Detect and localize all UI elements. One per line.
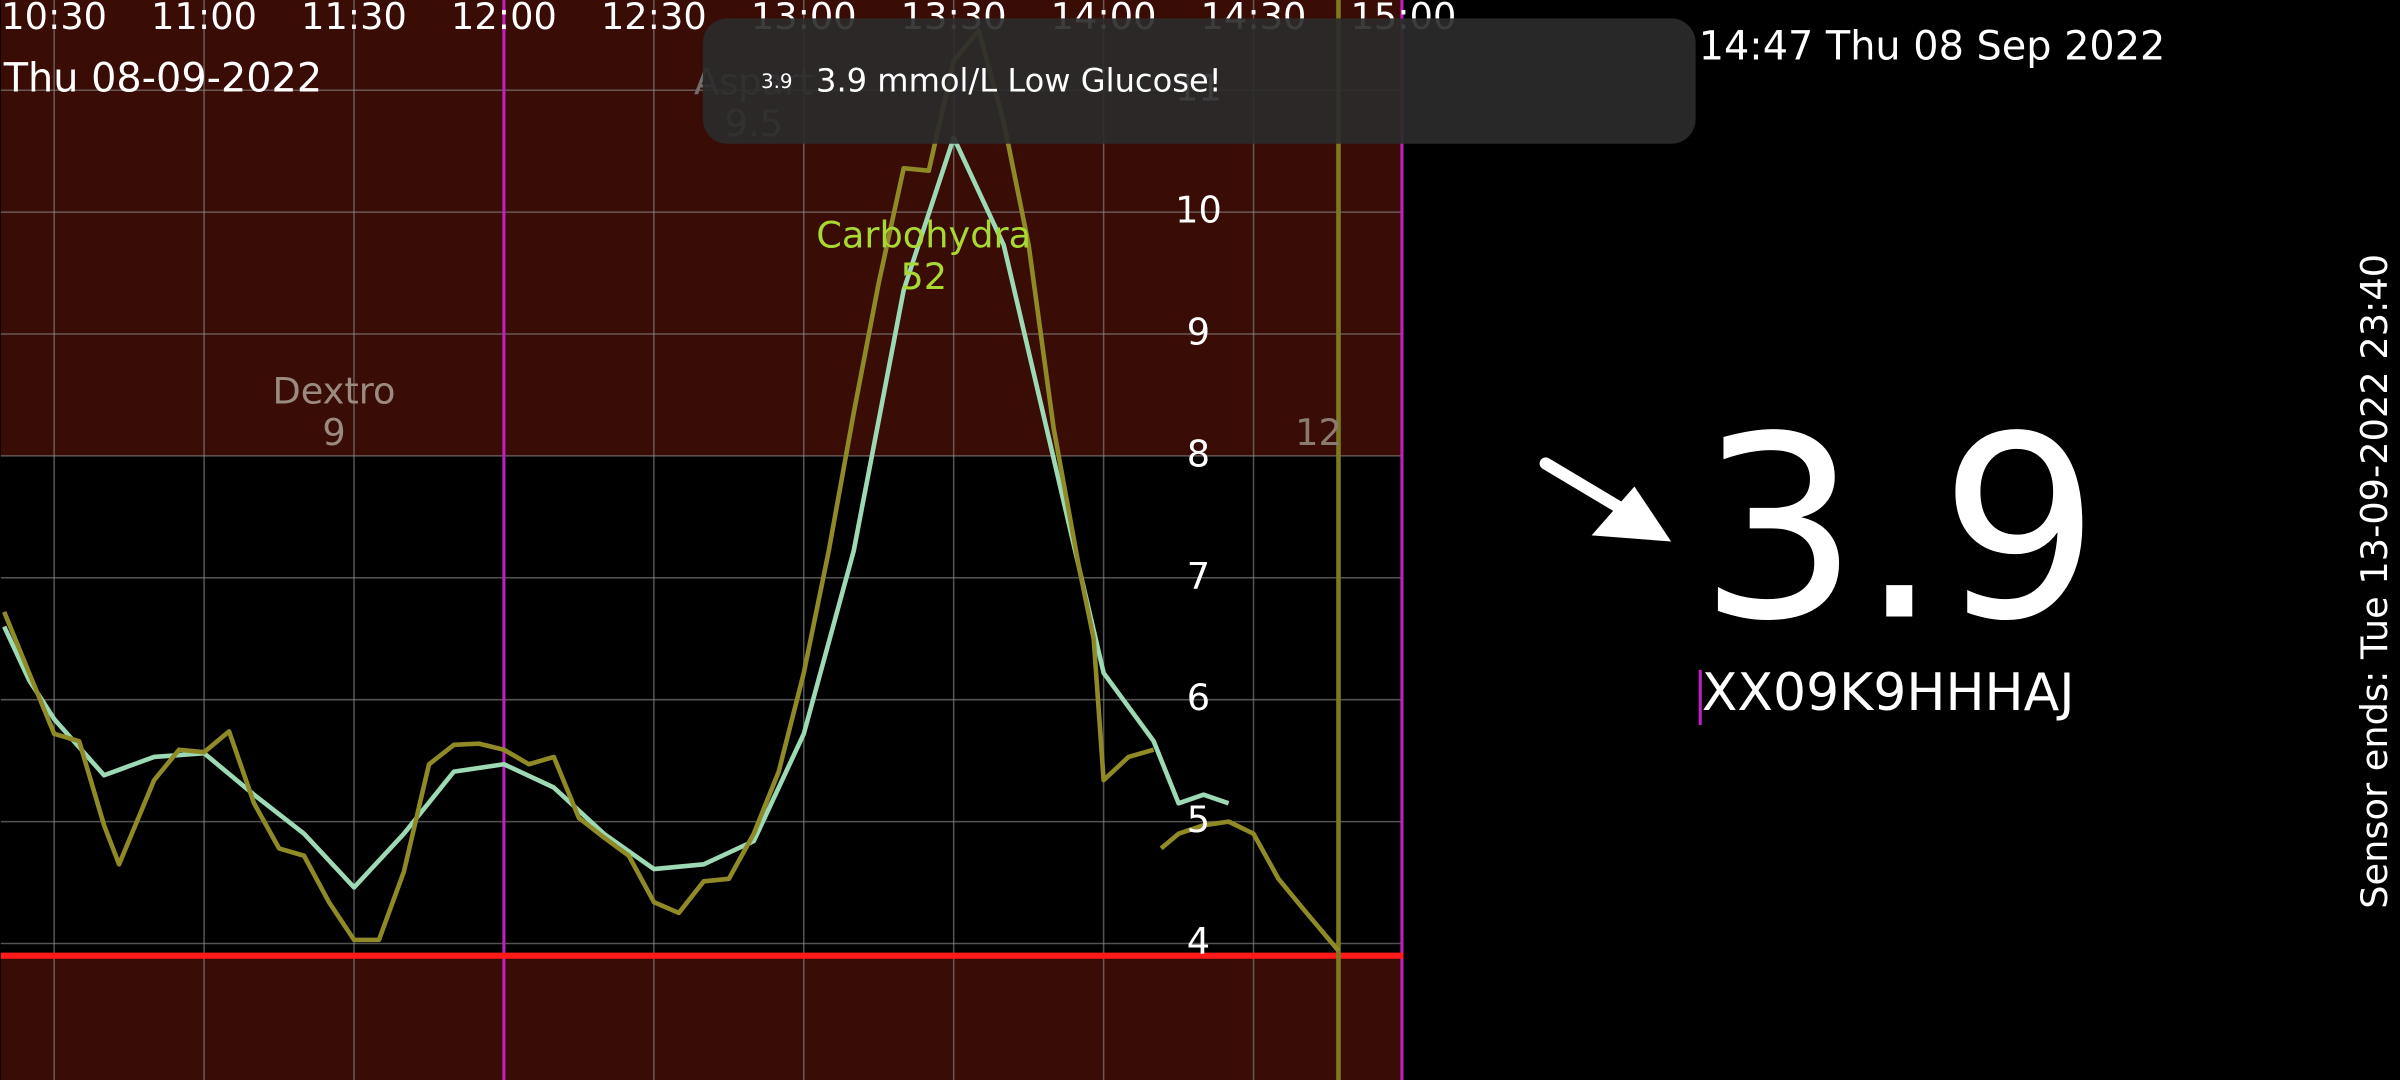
x-tick-label: 12:30 (601, 0, 707, 38)
notification-icon: 3.9 (761, 70, 793, 93)
y-tick-label: 10 (1175, 189, 1222, 232)
y-tick-label: 5 (1187, 798, 1210, 841)
y-tick-label: 4 (1187, 920, 1210, 963)
low-band (0, 955, 1404, 1080)
sensor-ends: Sensor ends: Tue 13-09-2022 23:40 (2353, 254, 2396, 909)
x-tick-label: 12:00 (451, 0, 557, 38)
annotation-amount: 52 (900, 255, 947, 298)
x-tick-label: 11:00 (151, 0, 257, 38)
annotation-amount: 9 (322, 411, 345, 454)
trend-arrow (1539, 457, 1672, 542)
notification[interactable] (702, 18, 1696, 144)
annotation-label: Dextro (272, 370, 395, 413)
chart (0, 0, 1404, 1080)
annotation-label: Carbohydra (816, 214, 1031, 257)
current-value: 3.9 (1699, 382, 2100, 676)
x-tick-label: 10:30 (1, 0, 107, 38)
annotation-amount: 12 (1295, 411, 1342, 454)
notification-message: 3.9 mmol/L Low Glucose! (816, 62, 1222, 100)
x-tick-label: 11:30 (301, 0, 407, 38)
y-tick-label: 7 (1187, 554, 1210, 597)
y-tick-label: 6 (1187, 676, 1210, 719)
status-datetime: 14:47 Thu 08 Sep 2022 (1699, 23, 2166, 69)
chart-date: Thu 08-09-2022 (3, 56, 322, 102)
y-tick-label: 9 (1187, 310, 1210, 353)
sensor-id: XX09K9HHHAJ (1702, 663, 2075, 723)
y-tick-label: 8 (1187, 432, 1210, 475)
